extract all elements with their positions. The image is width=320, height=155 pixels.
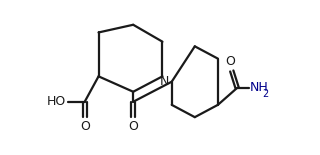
Text: NH: NH	[250, 81, 268, 94]
Text: N: N	[160, 75, 169, 88]
Text: O: O	[80, 120, 90, 133]
Text: 2: 2	[262, 89, 268, 100]
Text: HO: HO	[47, 95, 66, 108]
Text: O: O	[225, 55, 235, 68]
Text: O: O	[128, 120, 138, 133]
